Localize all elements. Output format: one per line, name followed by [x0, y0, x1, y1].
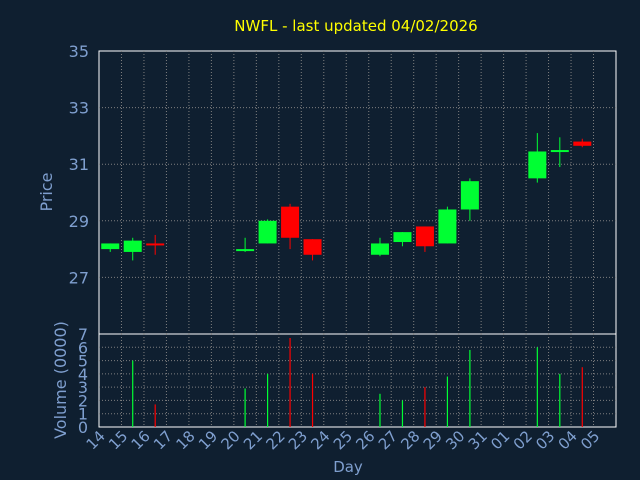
candle-16: [146, 234, 165, 255]
price-tick-labels: 27 29 31 33 35: [69, 42, 89, 287]
volume-tick-label: 7: [78, 325, 88, 344]
price-tick-label: 29: [69, 212, 89, 231]
volume-tick-label: 2: [78, 391, 88, 410]
candle-body: [415, 226, 434, 247]
candle-03: [550, 137, 569, 168]
candle-body: [573, 141, 592, 146]
x-axis-label: Day: [333, 458, 363, 476]
candle-28: [415, 226, 434, 252]
day-tick-label: 05: [577, 427, 603, 453]
price-tick-label: 27: [69, 268, 89, 287]
price-tick-label: 35: [69, 42, 89, 61]
volume-tick-label: 4: [78, 365, 88, 384]
candle-body: [393, 232, 412, 243]
candle-02: [528, 133, 547, 183]
candlesticks: [101, 133, 592, 261]
price-axis-label: Price: [37, 172, 56, 211]
candle-22: [281, 203, 300, 250]
candle-20: [236, 237, 255, 252]
candle-body: [123, 240, 142, 252]
candle-21: [258, 219, 277, 244]
volume-bars: [132, 337, 583, 427]
candle-15: [123, 237, 142, 261]
volume-grid: [99, 334, 616, 427]
candle-body: [528, 151, 547, 179]
candle-29: [438, 206, 457, 244]
candle-14: [101, 243, 120, 252]
candle-26: [370, 237, 389, 257]
price-tick-label: 33: [69, 99, 89, 118]
day-tick-labels: 1415161718192021222324252627282930310102…: [83, 427, 604, 453]
candle-body: [101, 243, 120, 250]
candle-body: [236, 249, 255, 252]
volume-tick-label: 0: [78, 418, 88, 437]
volume-tick-label: 5: [78, 352, 88, 371]
candle-30: [460, 178, 479, 221]
volume-tick-label: 1: [78, 405, 88, 424]
price-plot-area: [98, 50, 617, 335]
candle-body: [438, 209, 457, 244]
volume-tick-label: 6: [78, 338, 88, 357]
candle-body: [281, 206, 300, 238]
candle-04: [573, 138, 592, 148]
price-tick-label: 31: [69, 155, 89, 174]
price-grid: [99, 51, 616, 334]
candle-body: [550, 150, 569, 153]
volume-axis-label: Volume (0000): [51, 321, 70, 439]
candle-body: [146, 243, 165, 246]
candle-body: [303, 239, 322, 255]
chart-title: NWFL - last updated 04/02/2026: [234, 17, 477, 35]
candle-27: [393, 232, 412, 247]
candle-body: [258, 220, 277, 244]
candle-23: [303, 239, 322, 261]
candle-body: [460, 181, 479, 210]
volume-plot-area: [98, 333, 617, 428]
candle-body: [370, 243, 389, 255]
volume-tick-label: 3: [78, 378, 88, 397]
